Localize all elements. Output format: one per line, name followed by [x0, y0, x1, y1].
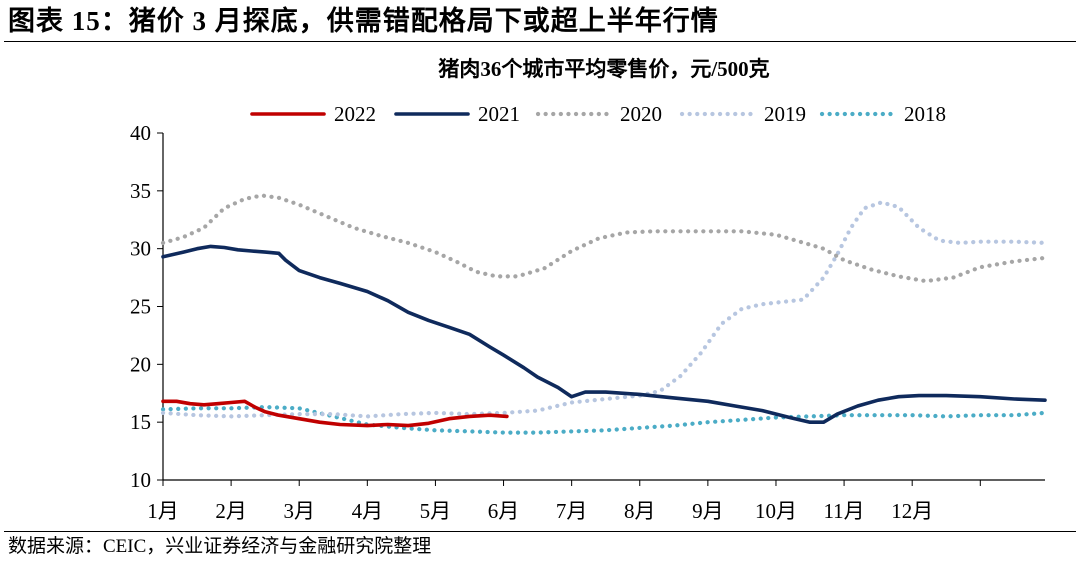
y-tick-label: 10	[130, 468, 151, 492]
y-tick-label: 30	[130, 237, 151, 261]
source-note: 数据来源：CEIC，兴业证券经济与金融研究院整理	[8, 536, 432, 557]
source-rule	[4, 531, 1076, 532]
legend-label-2022: 2022	[334, 102, 376, 126]
y-tick-label: 15	[130, 410, 151, 434]
series-line-2019	[160, 200, 1048, 419]
legend-label-2021: 2021	[478, 102, 520, 126]
x-tick-label: 9月	[692, 499, 724, 523]
series-line-2021	[161, 244, 1047, 424]
y-tick-label: 20	[130, 352, 151, 376]
x-tick-label: 11月	[823, 499, 864, 523]
x-tick-label: 10月	[755, 499, 797, 523]
chart-legend: 2022 2021 2020 2019 2018	[250, 102, 946, 126]
x-tick-label: 7月	[556, 499, 588, 523]
title-rule	[4, 41, 1076, 42]
figure-title: 图表 15：猪价 3 月探底，供需错配格局下或超上半年行情	[8, 6, 719, 36]
line-chart: 猪肉36个城市平均零售价，元/500克 2022 2021 2020 2019 2018…	[130, 57, 1048, 523]
legend-label-2019: 2019	[764, 102, 806, 126]
x-tick-label: 8月	[624, 499, 656, 523]
x-tick-label: 1月	[147, 499, 179, 523]
x-tick-label: 5月	[420, 499, 452, 523]
x-tick-label: 12月	[891, 499, 933, 523]
y-tick-label: 25	[130, 295, 151, 319]
legend-label-2018: 2018	[904, 102, 946, 126]
y-tick-label: 40	[130, 121, 151, 145]
x-tick-label: 6月	[488, 499, 520, 523]
chart-title: 猪肉36个城市平均零售价，元/500克	[437, 57, 769, 81]
y-tick-label: 35	[130, 179, 151, 203]
x-tick-label: 3月	[283, 499, 315, 523]
legend-label-2020: 2020	[620, 102, 662, 126]
chart-series	[160, 193, 1048, 435]
series-line-2022	[161, 399, 509, 428]
chart-axes: 10 15 20 25 30 35 40 1月 2月 3月 4月 5月 6月 7月 8月 9月 10月 11月 12…	[130, 121, 1045, 523]
x-tick-label: 4月	[352, 499, 384, 523]
x-tick-label: 2月	[215, 499, 247, 523]
series-line-2020	[160, 193, 1048, 284]
